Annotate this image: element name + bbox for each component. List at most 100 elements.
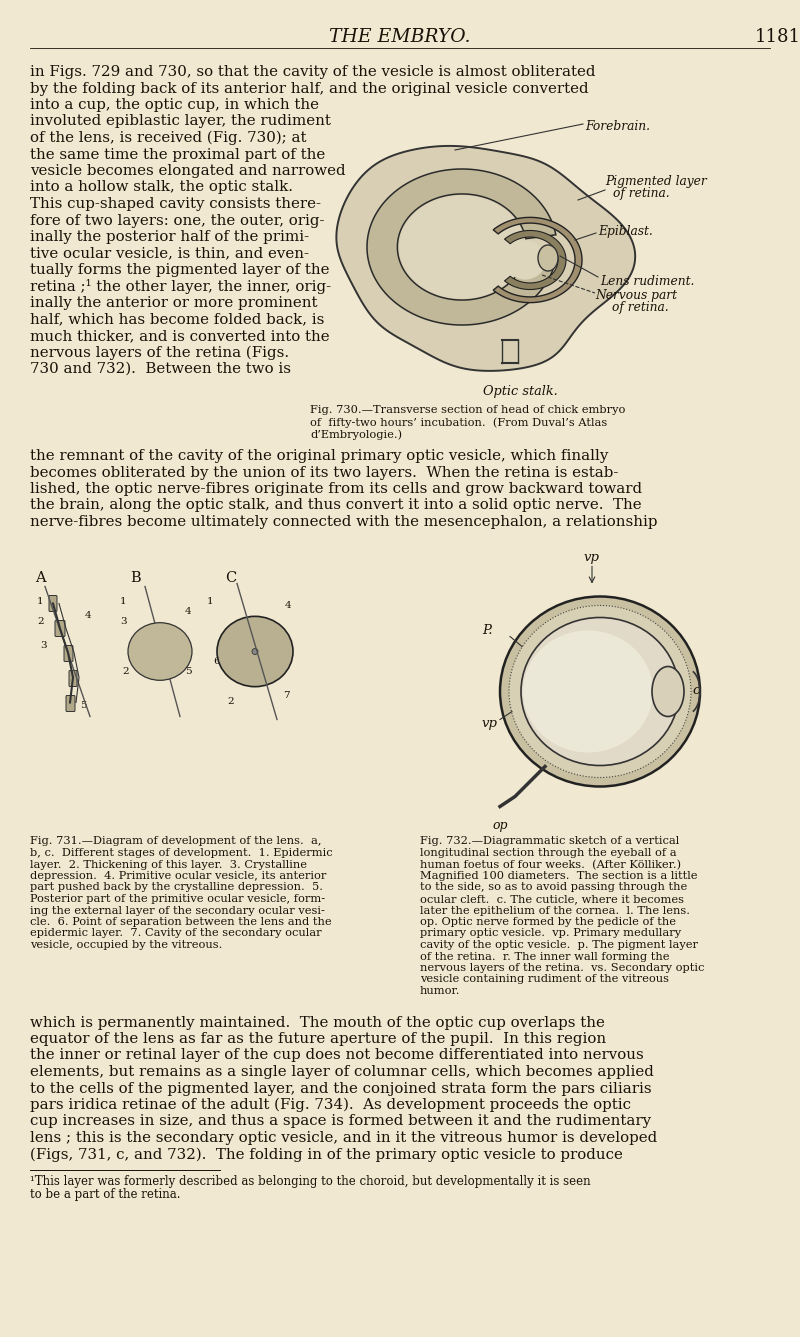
Text: Forebrain.: Forebrain.: [585, 120, 650, 132]
Text: human foetus of four weeks.  (After Kölliker.): human foetus of four weeks. (After Kölli…: [420, 860, 681, 870]
Text: Epiblast.: Epiblast.: [598, 225, 653, 238]
Text: 1181: 1181: [755, 28, 800, 45]
Text: 5: 5: [185, 667, 192, 675]
Text: half, which has become folded back, is: half, which has become folded back, is: [30, 313, 324, 326]
Text: of the retina.  r. The inner wall forming the: of the retina. r. The inner wall forming…: [420, 952, 670, 961]
Text: pars iridica retinae of the adult (Fig. 734).  As development proceeds the optic: pars iridica retinae of the adult (Fig. …: [30, 1098, 631, 1112]
Text: vp: vp: [584, 551, 600, 564]
Ellipse shape: [509, 606, 691, 778]
Text: 4: 4: [285, 602, 292, 611]
Text: This cup-shaped cavity consists there-: This cup-shaped cavity consists there-: [30, 197, 321, 211]
Ellipse shape: [500, 596, 700, 786]
Ellipse shape: [538, 245, 558, 271]
Text: op: op: [492, 820, 507, 833]
FancyBboxPatch shape: [66, 695, 75, 711]
Ellipse shape: [227, 626, 283, 678]
Text: cle.  6. Point of separation between the lens and the: cle. 6. Point of separation between the …: [30, 917, 332, 927]
Text: 3: 3: [120, 616, 126, 626]
Ellipse shape: [245, 642, 265, 660]
Text: ocular cleft.  c. The cuticle, where it becomes: ocular cleft. c. The cuticle, where it b…: [420, 894, 684, 904]
Text: tually forms the pigmented layer of the: tually forms the pigmented layer of the: [30, 263, 330, 277]
Text: Pigmented layer: Pigmented layer: [605, 175, 706, 189]
Text: of retina.: of retina.: [613, 187, 670, 201]
Ellipse shape: [523, 631, 653, 753]
Text: Magnified 100 diameters.  The section is a little: Magnified 100 diameters. The section is …: [420, 870, 698, 881]
Ellipse shape: [521, 618, 679, 766]
Text: tive ocular vesicle, is thin, and even-: tive ocular vesicle, is thin, and even-: [30, 246, 309, 261]
Text: 2: 2: [37, 616, 44, 626]
Text: inally the anterior or more prominent: inally the anterior or more prominent: [30, 295, 318, 310]
Text: much thicker, and is converted into the: much thicker, and is converted into the: [30, 329, 330, 344]
Text: P.: P.: [482, 623, 493, 636]
Text: the inner or retinal layer of the cup does not become differentiated into nervou: the inner or retinal layer of the cup do…: [30, 1048, 644, 1063]
FancyBboxPatch shape: [64, 646, 73, 662]
Text: epidermic layer.  7. Cavity of the secondary ocular: epidermic layer. 7. Cavity of the second…: [30, 928, 322, 939]
Text: nervous layers of the retina.  vs. Secondary optic: nervous layers of the retina. vs. Second…: [420, 963, 704, 973]
Text: inally the posterior half of the primi-: inally the posterior half of the primi-: [30, 230, 309, 243]
Text: to be a part of the retina.: to be a part of the retina.: [30, 1189, 181, 1201]
Text: elements, but remains as a single layer of columnar cells, which becomes applied: elements, but remains as a single layer …: [30, 1066, 654, 1079]
Text: longitudinal section through the eyeball of a: longitudinal section through the eyeball…: [420, 848, 677, 858]
Text: by the folding back of its anterior half, and the original vesicle converted: by the folding back of its anterior half…: [30, 82, 589, 95]
Text: 1: 1: [120, 596, 126, 606]
Polygon shape: [367, 168, 556, 325]
Text: to the cells of the pigmented layer, and the conjoined strata form the pars cili: to the cells of the pigmented layer, and…: [30, 1082, 652, 1095]
Text: 1: 1: [37, 596, 44, 606]
Text: of  fifty-two hours’ incubation.  (From Duval’s Atlas: of fifty-two hours’ incubation. (From Du…: [310, 417, 607, 428]
Text: the same time the proximal part of the: the same time the proximal part of the: [30, 147, 326, 162]
Text: retina ;¹ the other layer, the inner, orig-: retina ;¹ the other layer, the inner, or…: [30, 279, 331, 294]
Text: B: B: [130, 571, 141, 586]
Polygon shape: [399, 195, 523, 298]
Text: part pushed back by the crystalline depression.  5.: part pushed back by the crystalline depr…: [30, 882, 323, 893]
Text: Fig. 730.—Transverse section of head of chick embryo: Fig. 730.—Transverse section of head of …: [310, 405, 626, 414]
Text: nerve-fibres become ultimately connected with the mesencephalon, a relationship: nerve-fibres become ultimately connected…: [30, 515, 658, 529]
Text: C: C: [225, 571, 236, 586]
Text: Nervous part: Nervous part: [595, 289, 677, 302]
Text: lens ; this is the secondary optic vesicle, and in it the vitreous humor is deve: lens ; this is the secondary optic vesic…: [30, 1131, 658, 1144]
Text: in Figs. 729 and 730, so that the cavity of the vesicle is almost obliterated: in Figs. 729 and 730, so that the cavity…: [30, 66, 595, 79]
Text: into a cup, the optic cup, in which the: into a cup, the optic cup, in which the: [30, 98, 319, 112]
Text: 1: 1: [207, 596, 214, 606]
Polygon shape: [336, 146, 635, 370]
Text: primary optic vesicle.  vp. Primary medullary: primary optic vesicle. vp. Primary medul…: [420, 928, 681, 939]
Text: b, c.  Different stages of development.  1. Epidermic: b, c. Different stages of development. 1…: [30, 848, 333, 858]
Text: which is permanently maintained.  The mouth of the optic cup overlaps the: which is permanently maintained. The mou…: [30, 1016, 605, 1029]
Text: A: A: [35, 571, 46, 586]
Text: vesicle, occupied by the vitreous.: vesicle, occupied by the vitreous.: [30, 940, 222, 951]
Text: nervous layers of the retina (Figs.: nervous layers of the retina (Figs.: [30, 345, 289, 360]
Text: cup increases in size, and thus a space is formed between it and the rudimentary: cup increases in size, and thus a space …: [30, 1115, 651, 1128]
Text: to the side, so as to avoid passing through the: to the side, so as to avoid passing thro…: [420, 882, 687, 893]
Text: the brain, along the optic stalk, and thus convert it into a solid optic nerve. : the brain, along the optic stalk, and th…: [30, 499, 642, 512]
Text: op. Optic nerve formed by the pedicle of the: op. Optic nerve formed by the pedicle of…: [420, 917, 676, 927]
Text: of the lens, is received (Fig. 730); at: of the lens, is received (Fig. 730); at: [30, 131, 306, 146]
FancyBboxPatch shape: [49, 595, 57, 611]
Ellipse shape: [138, 631, 182, 671]
Text: 5: 5: [80, 702, 86, 710]
Text: vp: vp: [482, 717, 498, 730]
Text: involuted epiblastic layer, the rudiment: involuted epiblastic layer, the rudiment: [30, 115, 331, 128]
Text: ¹This layer was formerly described as belonging to the choroid, but developmenta: ¹This layer was formerly described as be…: [30, 1175, 590, 1189]
Ellipse shape: [504, 241, 546, 279]
Text: becomes obliterated by the union of its two layers.  When the retina is estab-: becomes obliterated by the union of its …: [30, 465, 618, 480]
Ellipse shape: [217, 616, 293, 687]
Text: d’Embryologie.): d’Embryologie.): [310, 429, 402, 440]
Text: lished, the optic nerve-fibres originate from its cells and grow backward toward: lished, the optic nerve-fibres originate…: [30, 483, 642, 496]
Text: Fig. 731.—Diagram of development of the lens.  a,: Fig. 731.—Diagram of development of the …: [30, 837, 322, 846]
Text: of retina.: of retina.: [612, 301, 669, 314]
Text: vs: vs: [566, 699, 583, 714]
Polygon shape: [505, 230, 566, 290]
Text: 4: 4: [185, 607, 192, 615]
Text: Optic stalk.: Optic stalk.: [482, 385, 558, 398]
Text: c: c: [692, 683, 699, 697]
Text: vesicle containing rudiment of the vitreous: vesicle containing rudiment of the vitre…: [420, 975, 669, 984]
Ellipse shape: [147, 640, 173, 663]
Text: 6: 6: [213, 656, 220, 666]
Text: (Figs, 731, c, and 732).  The folding in of the primary optic vesicle to produce: (Figs, 731, c, and 732). The folding in …: [30, 1147, 623, 1162]
Text: 5: 5: [285, 656, 292, 666]
Text: equator of the lens as far as the future aperture of the pupil.  In this region: equator of the lens as far as the future…: [30, 1032, 606, 1046]
FancyBboxPatch shape: [69, 670, 77, 686]
Text: l: l: [666, 697, 670, 710]
Text: vesicle becomes elongated and narrowed: vesicle becomes elongated and narrowed: [30, 164, 346, 178]
Text: r: r: [528, 663, 534, 677]
Text: 3: 3: [40, 642, 46, 651]
